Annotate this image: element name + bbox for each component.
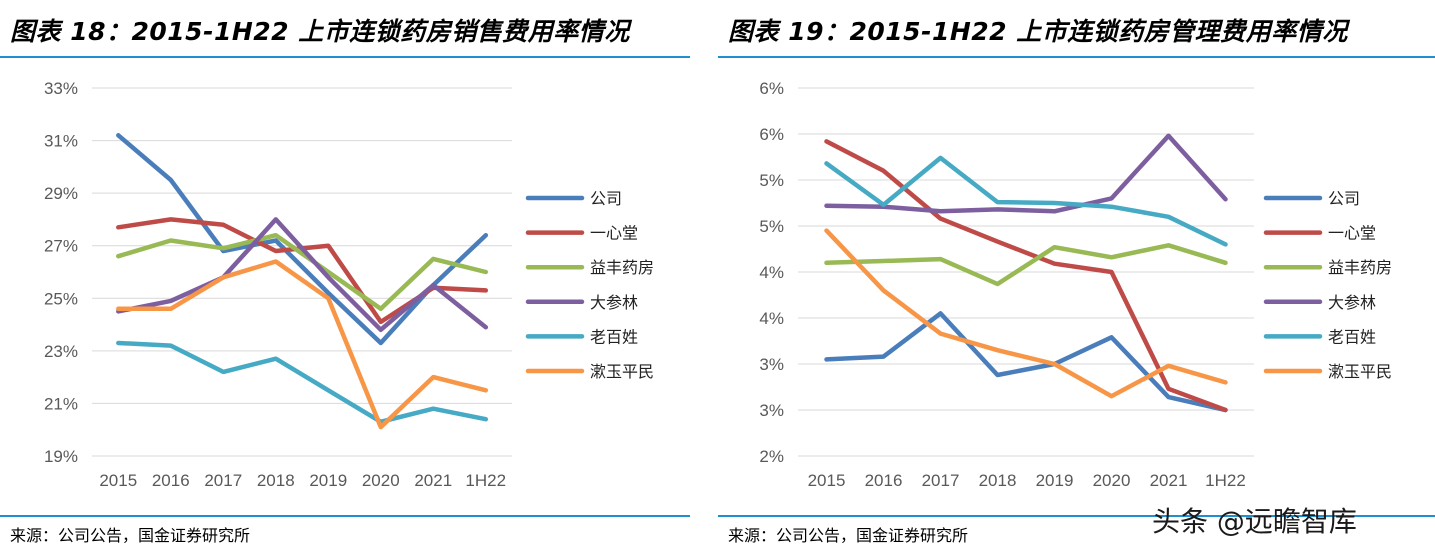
series-line	[824, 243, 1228, 287]
series-line	[116, 340, 489, 425]
legend-label: 大参林	[1328, 293, 1376, 312]
legend-label: 益丰药房	[1328, 258, 1392, 277]
y-tick-label: 19%	[44, 447, 78, 466]
x-tick-label: 2020	[362, 471, 400, 490]
y-tick-label: 5%	[759, 217, 784, 236]
source-note: 来源：公司公告，国金证券研究所	[10, 526, 251, 545]
x-tick-label: 2016	[865, 471, 903, 490]
x-tick-label: 2016	[152, 471, 190, 490]
y-tick-label: 4%	[759, 309, 784, 328]
x-tick-label: 1H22	[1205, 471, 1246, 490]
chart-title: 图表 19：2015-1H22 上市连锁药房管理费用率情况	[728, 17, 1348, 46]
line-chart-sales-expense: 33% 31% 29% 27% 25% 23% 21% 19% 2015 2016 2017 2018…	[44, 79, 654, 490]
y-tick-label: 33%	[44, 79, 78, 98]
chart-title: 图表 18：2015-1H22 上市连锁药房销售费用率情况	[10, 17, 630, 46]
y-tick-label: 2%	[759, 447, 784, 466]
x-tick-label: 2015	[808, 471, 846, 490]
y-tick-label: 4%	[759, 263, 784, 282]
legend-label: 一心堂	[1328, 224, 1376, 243]
legend-label: 一心堂	[590, 224, 638, 243]
source-rule	[0, 515, 690, 517]
x-tick-label: 2018	[979, 471, 1017, 490]
series-line	[116, 217, 489, 333]
x-tick-label: 2021	[1150, 471, 1188, 490]
x-tick-label: 2019	[1036, 471, 1074, 490]
y-tick-label: 6%	[759, 125, 784, 144]
legend-label: 漱玉平民	[1328, 362, 1392, 381]
series-line	[824, 133, 1228, 214]
y-tick-label: 3%	[759, 401, 784, 420]
source-note: 来源：公司公告，国金证券研究所	[728, 526, 969, 545]
x-tick-label: 2021	[414, 471, 452, 490]
y-tick-label: 29%	[44, 184, 78, 203]
series-line	[824, 311, 1228, 413]
source-rule	[718, 515, 1435, 517]
line-chart-admin-expense: 6% 6% 5% 5% 4% 4% 3% 3% 2% 2015 2016 2017 2018 2019 20…	[759, 79, 1392, 490]
legend-label: 老百姓	[590, 327, 638, 346]
legend-label: 公司	[1328, 189, 1360, 208]
y-tick-label: 25%	[44, 289, 78, 308]
title-rule	[718, 56, 1435, 58]
legend-label: 漱玉平民	[590, 362, 654, 381]
title-rule	[0, 56, 690, 58]
series-line	[116, 232, 489, 312]
legend-label: 大参林	[590, 293, 638, 312]
watermark: 头条 @远瞻智库	[1152, 505, 1357, 538]
chart-panel-sales-expense: 图表 18：2015-1H22 上市连锁药房销售费用率情况 33% 31% 29% 2…	[0, 0, 690, 554]
legend-label: 公司	[590, 189, 622, 208]
legend-label: 老百姓	[1328, 327, 1376, 346]
y-tick-label: 5%	[759, 171, 784, 190]
y-tick-label: 27%	[44, 237, 78, 256]
series-line	[116, 259, 489, 430]
y-tick-label: 6%	[759, 79, 784, 98]
x-tick-label: 2018	[257, 471, 295, 490]
legend-label: 益丰药房	[590, 258, 654, 277]
y-tick-label: 21%	[44, 394, 78, 413]
x-tick-label: 2019	[309, 471, 347, 490]
x-tick-label: 2020	[1093, 471, 1131, 490]
x-tick-label: 2017	[204, 471, 242, 490]
x-tick-label: 2017	[922, 471, 960, 490]
x-tick-label: 2015	[99, 471, 137, 490]
y-tick-label: 31%	[44, 132, 78, 151]
series-line	[824, 155, 1228, 247]
series-line	[824, 228, 1228, 399]
chart-panel-admin-expense: 图表 19：2015-1H22 上市连锁药房管理费用率情况 6% 6% 5% 5% 4%…	[718, 0, 1435, 554]
x-tick-label: 1H22	[465, 471, 506, 490]
y-tick-label: 3%	[759, 355, 784, 374]
y-tick-label: 23%	[44, 342, 78, 361]
